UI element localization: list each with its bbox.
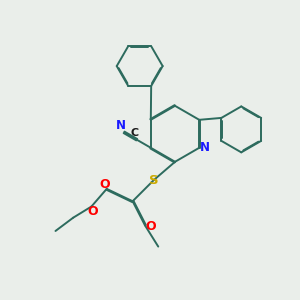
Text: N: N xyxy=(200,141,210,154)
Text: N: N xyxy=(116,119,126,132)
Text: O: O xyxy=(146,220,156,233)
Text: O: O xyxy=(99,178,110,191)
Text: C: C xyxy=(130,128,139,138)
Text: S: S xyxy=(149,173,159,187)
Text: O: O xyxy=(87,205,98,218)
